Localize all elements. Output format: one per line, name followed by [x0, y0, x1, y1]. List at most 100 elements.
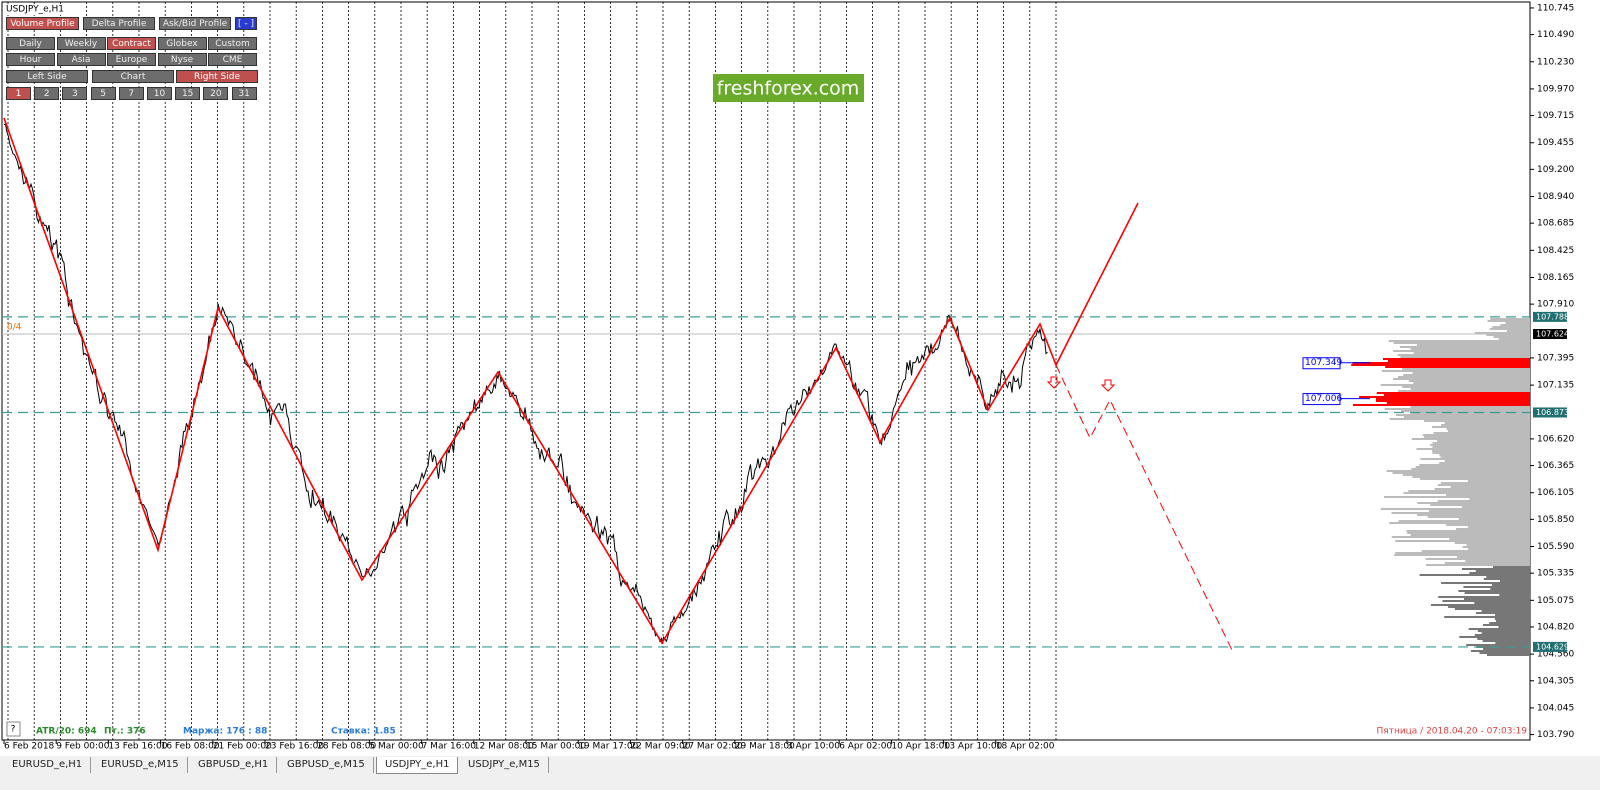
x-tick-label: 15 Mar 00:00 — [526, 742, 586, 752]
y-tick-label: 104.045 — [1537, 703, 1574, 713]
profile-bar — [1489, 328, 1530, 330]
toolbar-button[interactable]: Globex — [157, 37, 207, 50]
chart-tab[interactable]: EURUSD_e,M15 — [93, 757, 188, 773]
profile-bar — [1469, 498, 1530, 500]
chart-tab[interactable]: USDJPY_e,H1 — [376, 757, 459, 774]
profile-bar — [1421, 550, 1530, 552]
profile-bar — [1416, 344, 1530, 346]
y-tick-label: 108.165 — [1537, 273, 1574, 283]
y-tick-label: 105.850 — [1537, 515, 1574, 525]
chart-tab[interactable]: GBPUSD_e,H1 — [190, 757, 278, 773]
profile-bar — [1422, 434, 1530, 436]
toolbar-button[interactable]: Nyse — [157, 53, 207, 66]
toolbar-button[interactable]: Delta Profile — [83, 17, 155, 30]
toolbar-button[interactable]: 31 — [231, 87, 257, 100]
profile-bar — [1419, 464, 1530, 466]
level-label: 104.629 — [1536, 642, 1569, 651]
profile-bar — [1403, 416, 1530, 418]
profile-bar — [1375, 400, 1530, 402]
profile-bar — [1384, 408, 1530, 410]
profile-bar — [1430, 604, 1530, 606]
toolbar-button[interactable]: [ - ] — [235, 17, 257, 30]
toolbar-button[interactable]: 2 — [34, 87, 60, 100]
help-button[interactable] — [6, 721, 21, 737]
profile-bar — [1477, 630, 1530, 632]
level-label: 106.873 — [1536, 408, 1569, 417]
profile-bar — [1423, 420, 1530, 422]
arrow — [1100, 379, 1116, 392]
x-tick-label: 23 Feb 16:00 — [265, 742, 324, 752]
toolbar-button[interactable]: 15 — [175, 87, 201, 100]
toolbar-button[interactable]: Chart — [92, 70, 174, 83]
profile-bar — [1444, 460, 1530, 462]
profile-bar — [1420, 478, 1530, 480]
profile-bar — [1444, 422, 1530, 424]
profile-bar — [1483, 648, 1530, 650]
profile-bar — [1481, 610, 1530, 612]
profile-bar — [1489, 622, 1530, 624]
profile-bar — [1474, 332, 1530, 334]
level-tag — [1533, 641, 1567, 652]
y-tick-label: 105.335 — [1537, 569, 1574, 579]
profile-bar — [1490, 318, 1530, 320]
profile-bar — [1393, 350, 1530, 352]
profile-bar — [1439, 454, 1530, 456]
y-tick-label: 109.715 — [1537, 111, 1574, 121]
profile-label: 107.349 — [1305, 358, 1342, 368]
profile-bar — [1499, 580, 1530, 582]
profile-bar — [1495, 642, 1530, 644]
profile-bar — [1487, 320, 1530, 322]
current-price: 107.624 — [1536, 330, 1569, 339]
profile-bar — [1467, 480, 1530, 482]
profile-bar — [1432, 452, 1530, 454]
profile-bar — [1402, 386, 1530, 388]
profile-bar — [1456, 528, 1530, 530]
toolbar-button[interactable]: Europe — [107, 53, 156, 66]
profile-bar — [1402, 474, 1530, 476]
toolbar-button[interactable]: 3 — [62, 87, 88, 100]
profile-bar — [1456, 556, 1530, 558]
toolbar-button[interactable]: Daily — [6, 37, 55, 50]
toolbar-button[interactable]: Volume Profile — [6, 17, 79, 30]
profile-bar — [1400, 356, 1530, 358]
help-text[interactable]: ? — [11, 725, 16, 735]
chart-tab[interactable]: GBPUSD_e,M15 — [279, 757, 374, 773]
profile-bar — [1382, 358, 1530, 360]
profile-bar — [1495, 620, 1530, 622]
toolbar-button[interactable]: Ask/Bid Profile — [159, 17, 231, 30]
chart-tab[interactable]: USDJPY_e,M15 — [460, 757, 549, 773]
chart-tab[interactable]: EURUSD_e,H1 — [4, 757, 92, 773]
profile-bar — [1389, 418, 1530, 420]
profile-bar — [1475, 612, 1530, 614]
toolbar-button[interactable]: Asia — [56, 53, 106, 66]
profile-bar — [1437, 500, 1530, 502]
toolbar-button[interactable]: 7 — [118, 87, 144, 100]
profile-bar — [1459, 636, 1530, 638]
profile-bar — [1395, 552, 1530, 554]
profile-bar — [1408, 490, 1530, 492]
toolbar-button[interactable]: 10 — [147, 87, 172, 100]
toolbar-button[interactable]: Contract — [107, 37, 156, 50]
toolbar-button[interactable]: Left Side — [6, 70, 88, 83]
toolbar-button[interactable]: 5 — [90, 87, 116, 100]
toolbar-button[interactable]: 20 — [203, 87, 229, 100]
y-tick-label: 103.790 — [1537, 730, 1574, 740]
profile-bar — [1395, 414, 1530, 416]
profile-bar — [1351, 364, 1530, 366]
profile-bar — [1482, 624, 1530, 626]
profile-bar — [1430, 444, 1530, 446]
chart-window: 107.349 107.006 USDJPY_e,H1 0/4 freshfore… — [0, 0, 1600, 756]
profile-bar — [1444, 616, 1530, 618]
toolbar-button[interactable]: CME — [208, 53, 257, 66]
toolbar-button[interactable]: Right Side — [176, 70, 258, 83]
toolbar-button[interactable]: Weekly — [56, 37, 106, 50]
toolbar-button[interactable]: Hour — [6, 53, 55, 66]
profile-bar — [1403, 492, 1530, 494]
y-tick-label: 109.970 — [1537, 84, 1574, 94]
y-tick-label: 109.200 — [1537, 165, 1574, 175]
profile-bar — [1408, 380, 1530, 382]
toolbar-button[interactable]: 1 — [6, 87, 31, 100]
profile-bar — [1386, 402, 1530, 404]
profile-bar — [1483, 578, 1530, 580]
toolbar-button[interactable]: Custom — [208, 37, 257, 50]
